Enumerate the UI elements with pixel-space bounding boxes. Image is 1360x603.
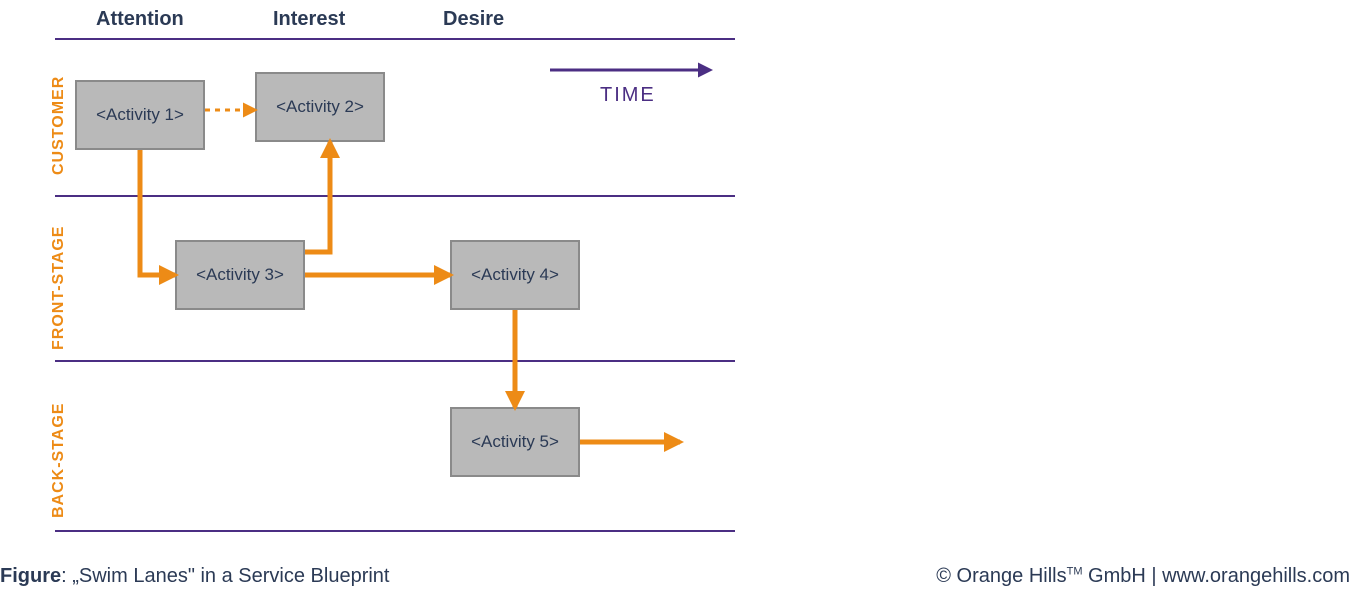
column-header-interest: Interest — [273, 8, 345, 31]
copyright-suffix: GmbH | www.orangehills.com — [1083, 565, 1351, 587]
activity-label: <Activity 4> — [471, 265, 559, 285]
lane-divider — [55, 38, 735, 40]
copyright-prefix: © Orange Hills — [936, 565, 1066, 587]
activity-2: <Activity 2> — [255, 72, 385, 142]
edge-a1-a3 — [140, 150, 175, 275]
lane-label-customer: CUSTOMER — [50, 76, 68, 175]
copyright-text: © Orange HillsTM GmbH | www.orangehills.… — [936, 565, 1350, 588]
caption-text: : „Swim Lanes" in a Service Blueprint — [61, 565, 389, 587]
column-header-desire: Desire — [443, 8, 504, 31]
lane-label-front-stage: FRONT-STAGE — [50, 226, 68, 350]
column-header-attention: Attention — [96, 8, 184, 31]
copyright-tm: TM — [1067, 565, 1083, 577]
activity-label: <Activity 3> — [196, 265, 284, 285]
time-label: TIME — [600, 84, 656, 107]
activity-label: <Activity 5> — [471, 432, 559, 452]
activity-4: <Activity 4> — [450, 240, 580, 310]
caption-prefix: Figure — [0, 565, 61, 587]
activity-label: <Activity 1> — [96, 105, 184, 125]
lane-divider — [55, 195, 735, 197]
lane-divider — [55, 360, 735, 362]
edge-a3-a2 — [305, 142, 330, 252]
activity-5: <Activity 5> — [450, 407, 580, 477]
activity-3: <Activity 3> — [175, 240, 305, 310]
lane-label-back-stage: BACK-STAGE — [50, 403, 68, 518]
activity-label: <Activity 2> — [276, 97, 364, 117]
lane-divider — [55, 530, 735, 532]
activity-1: <Activity 1> — [75, 80, 205, 150]
figure-caption: Figure: „Swim Lanes" in a Service Bluepr… — [0, 565, 389, 588]
